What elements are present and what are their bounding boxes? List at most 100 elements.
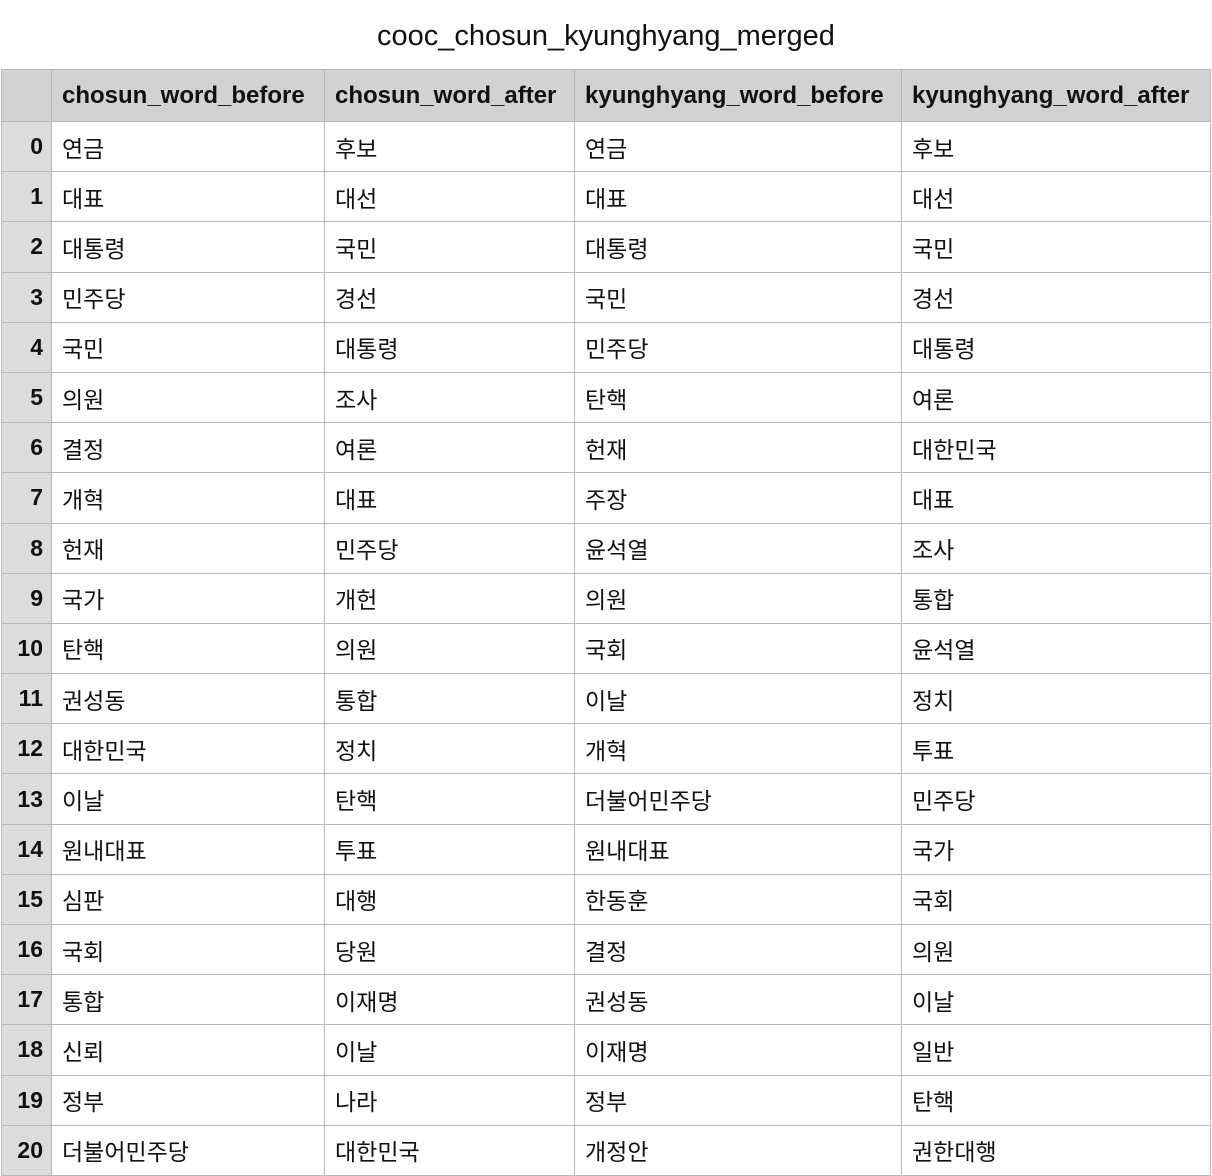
row-index: 15 <box>1 873 52 926</box>
kyunghyang-word-before-cell: 윤석열 <box>574 522 902 574</box>
kyunghyang-word-after-cell: 의원 <box>901 923 1211 976</box>
data-table: chosun_word_before chosun_word_after kyu… <box>1 69 1211 1176</box>
kyunghyang-word-after-cell: 통합 <box>901 572 1211 624</box>
kyunghyang-word-before-cell: 정부 <box>574 1074 902 1126</box>
table-row: 1 대표 대선 대표 대선 <box>1 171 1211 223</box>
row-index: 2 <box>1 221 52 273</box>
table-row: 18 신뢰 이날 이재명 일반 <box>1 1024 1211 1076</box>
row-index: 6 <box>1 422 52 474</box>
chosun-word-before-cell: 심판 <box>51 873 325 926</box>
kyunghyang-word-before-cell: 주장 <box>574 472 902 524</box>
chosun-word-before-cell: 국가 <box>51 572 325 624</box>
kyunghyang-word-after-cell: 후보 <box>901 120 1211 173</box>
row-index: 9 <box>1 572 52 624</box>
chosun-word-before-cell: 원내대표 <box>51 823 325 875</box>
chosun-word-before-cell: 의원 <box>51 371 325 424</box>
chosun-word-after-cell: 후보 <box>324 120 575 173</box>
kyunghyang-word-before-cell: 민주당 <box>574 321 902 373</box>
row-index: 20 <box>1 1124 52 1176</box>
chosun-word-after-cell: 투표 <box>324 823 575 875</box>
kyunghyang-word-after-cell: 국민 <box>901 221 1211 273</box>
kyunghyang-word-before-cell: 대통령 <box>574 221 902 273</box>
kyunghyang-word-after-cell: 국회 <box>901 873 1211 926</box>
kyunghyang-word-before-cell: 이날 <box>574 673 902 725</box>
kyunghyang-word-before-cell: 의원 <box>574 572 902 624</box>
kyunghyang-word-before-cell: 국회 <box>574 622 902 675</box>
chosun-word-before-cell: 대한민국 <box>51 723 325 775</box>
chosun-word-after-cell: 이재명 <box>324 974 575 1026</box>
table-row: 15 심판 대행 한동훈 국회 <box>1 873 1211 926</box>
header-row: chosun_word_before chosun_word_after kyu… <box>1 69 1211 122</box>
row-index: 17 <box>1 974 52 1026</box>
chosun-word-before-cell: 이날 <box>51 773 325 825</box>
kyunghyang-word-before-cell: 이재명 <box>574 1024 902 1076</box>
kyunghyang-word-after-cell: 대선 <box>901 171 1211 223</box>
table-row: 17 통합 이재명 권성동 이날 <box>1 974 1211 1026</box>
kyunghyang-word-after-cell: 탄핵 <box>901 1074 1211 1126</box>
row-index: 8 <box>1 522 52 574</box>
chosun-word-after-cell: 대선 <box>324 171 575 223</box>
kyunghyang-word-before-cell: 국민 <box>574 271 902 323</box>
kyunghyang-word-after-cell: 이날 <box>901 974 1211 1026</box>
row-index: 1 <box>1 171 52 223</box>
kyunghyang-word-after-cell: 대통령 <box>901 321 1211 373</box>
kyunghyang-word-after-cell: 대한민국 <box>901 422 1211 474</box>
kyunghyang-word-before-cell: 탄핵 <box>574 371 902 424</box>
kyunghyang-word-after-cell: 국가 <box>901 823 1211 875</box>
table-row: 2 대통령 국민 대통령 국민 <box>1 221 1211 273</box>
chosun-word-before-cell: 권성동 <box>51 673 325 725</box>
chosun-word-before-cell: 국회 <box>51 923 325 976</box>
table-row: 8 헌재 민주당 윤석열 조사 <box>1 522 1211 574</box>
chosun-word-after-cell: 대표 <box>324 472 575 524</box>
table-row: 0 연금 후보 연금 후보 <box>1 120 1211 173</box>
kyunghyang-word-before-cell: 권성동 <box>574 974 902 1026</box>
chosun-word-before-cell: 정부 <box>51 1074 325 1126</box>
chosun-word-before-cell: 신뢰 <box>51 1024 325 1076</box>
kyunghyang-word-before-cell: 더불어민주당 <box>574 773 902 825</box>
kyunghyang-word-before-cell: 연금 <box>574 120 902 173</box>
chosun-word-before-cell: 민주당 <box>51 271 325 323</box>
table-row: 16 국회 당원 결정 의원 <box>1 923 1211 976</box>
row-index: 5 <box>1 371 52 424</box>
column-header-chosun-word-before: chosun_word_before <box>51 69 325 122</box>
chosun-word-after-cell: 당원 <box>324 923 575 976</box>
index-header <box>1 69 52 122</box>
kyunghyang-word-after-cell: 권한대행 <box>901 1124 1211 1176</box>
chosun-word-after-cell: 국민 <box>324 221 575 273</box>
chosun-word-after-cell: 나라 <box>324 1074 575 1126</box>
chosun-word-after-cell: 여론 <box>324 422 575 474</box>
table-row: 20 더불어민주당 대한민국 개정안 권한대행 <box>1 1124 1211 1176</box>
chosun-word-before-cell: 대표 <box>51 171 325 223</box>
kyunghyang-word-after-cell: 대표 <box>901 472 1211 524</box>
table-body: 0 연금 후보 연금 후보 1 대표 대선 대표 대선 2 대통령 국민 대통령 국민 3 민주당 경선 국민 경선 4… <box>1 120 1211 1176</box>
column-header-kyunghyang-word-before: kyunghyang_word_before <box>574 69 902 122</box>
kyunghyang-word-before-cell: 개정안 <box>574 1124 902 1176</box>
row-index: 16 <box>1 923 52 976</box>
table-row: 10 탄핵 의원 국회 윤석열 <box>1 622 1211 675</box>
chosun-word-before-cell: 탄핵 <box>51 622 325 675</box>
table-row: 9 국가 개헌 의원 통합 <box>1 572 1211 624</box>
row-index: 12 <box>1 723 52 775</box>
kyunghyang-word-after-cell: 정치 <box>901 673 1211 725</box>
chosun-word-before-cell: 대통령 <box>51 221 325 273</box>
chosun-word-after-cell: 탄핵 <box>324 773 575 825</box>
kyunghyang-word-after-cell: 민주당 <box>901 773 1211 825</box>
chosun-word-before-cell: 개혁 <box>51 472 325 524</box>
kyunghyang-word-before-cell: 결정 <box>574 923 902 976</box>
row-index: 10 <box>1 622 52 675</box>
chosun-word-before-cell: 연금 <box>51 120 325 173</box>
chosun-word-after-cell: 대한민국 <box>324 1124 575 1176</box>
kyunghyang-word-after-cell: 여론 <box>901 371 1211 424</box>
row-index: 11 <box>1 673 52 725</box>
column-header-chosun-word-after: chosun_word_after <box>324 69 575 122</box>
chosun-word-after-cell: 통합 <box>324 673 575 725</box>
chosun-word-after-cell: 의원 <box>324 622 575 675</box>
row-index: 4 <box>1 321 52 373</box>
table-row: 7 개혁 대표 주장 대표 <box>1 472 1211 524</box>
chosun-word-before-cell: 국민 <box>51 321 325 373</box>
kyunghyang-word-before-cell: 한동훈 <box>574 873 902 926</box>
row-index: 14 <box>1 823 52 875</box>
chosun-word-after-cell: 대행 <box>324 873 575 926</box>
table-row: 13 이날 탄핵 더불어민주당 민주당 <box>1 773 1211 825</box>
chosun-word-after-cell: 경선 <box>324 271 575 323</box>
